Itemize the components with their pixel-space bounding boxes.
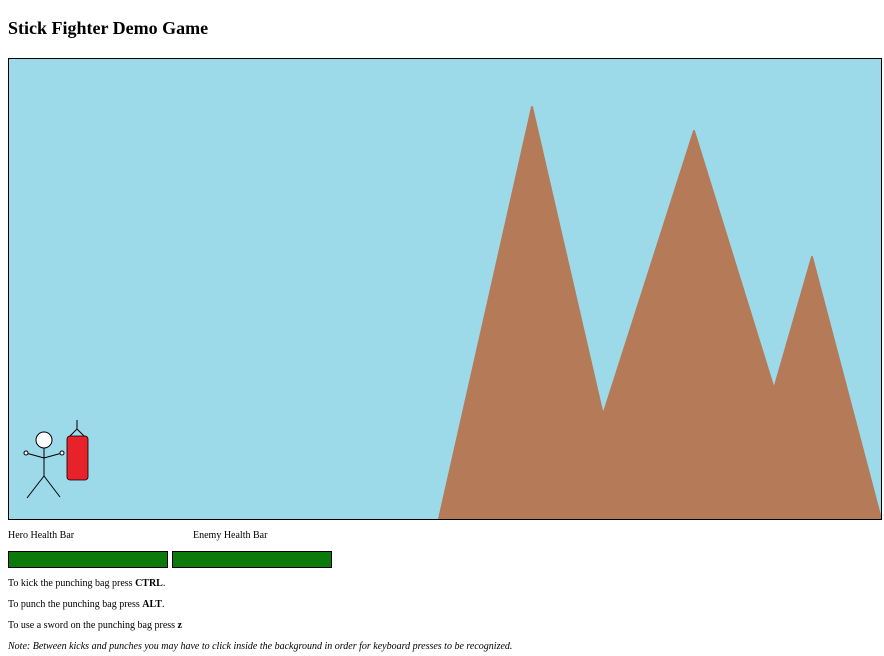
mountain-range (438, 106, 881, 519)
game-scene (23, 106, 881, 519)
kick-instruction-end: . (162, 578, 166, 589)
hero-health-label: Hero Health Bar (8, 530, 75, 541)
hero-health-bar (8, 551, 168, 568)
enemy-health-bar (172, 551, 332, 568)
game-canvas[interactable] (8, 58, 882, 520)
stick-figure-hero (23, 431, 65, 499)
keyboard-note: Note: Between kicks and punches you may … (8, 641, 513, 652)
punching-bag[interactable] (66, 420, 89, 481)
page-title: Stick Fighter Demo Game (8, 18, 209, 38)
kick-key: CTRL (135, 578, 163, 589)
hero-left-leg (26, 475, 45, 499)
hero-right-leg (43, 475, 61, 498)
hero-right-arm (43, 452, 63, 459)
kick-instruction-text: To kick the punching bag press (8, 578, 136, 589)
punch-instruction: To punch the punching bag press ALT. (8, 599, 164, 611)
punch-key: ALT (142, 599, 162, 610)
sword-instruction: To use a sword on the punching bag press… (8, 620, 182, 632)
hero-right-fist (59, 450, 65, 456)
hero-left-arm (25, 452, 45, 459)
enemy-health-label: Enemy Health Bar (193, 530, 268, 541)
hero-left-fist (23, 450, 29, 456)
sword-instruction-text: To use a sword on the punching bag press (8, 620, 178, 631)
sword-key: z (177, 620, 182, 631)
punch-instruction-text: To punch the punching bag press (8, 599, 143, 610)
hero-head (35, 431, 53, 449)
kick-instruction: To kick the punching bag press CTRL. (8, 578, 165, 590)
punching-bag-body (66, 435, 89, 481)
punch-instruction-end: . (161, 599, 165, 610)
